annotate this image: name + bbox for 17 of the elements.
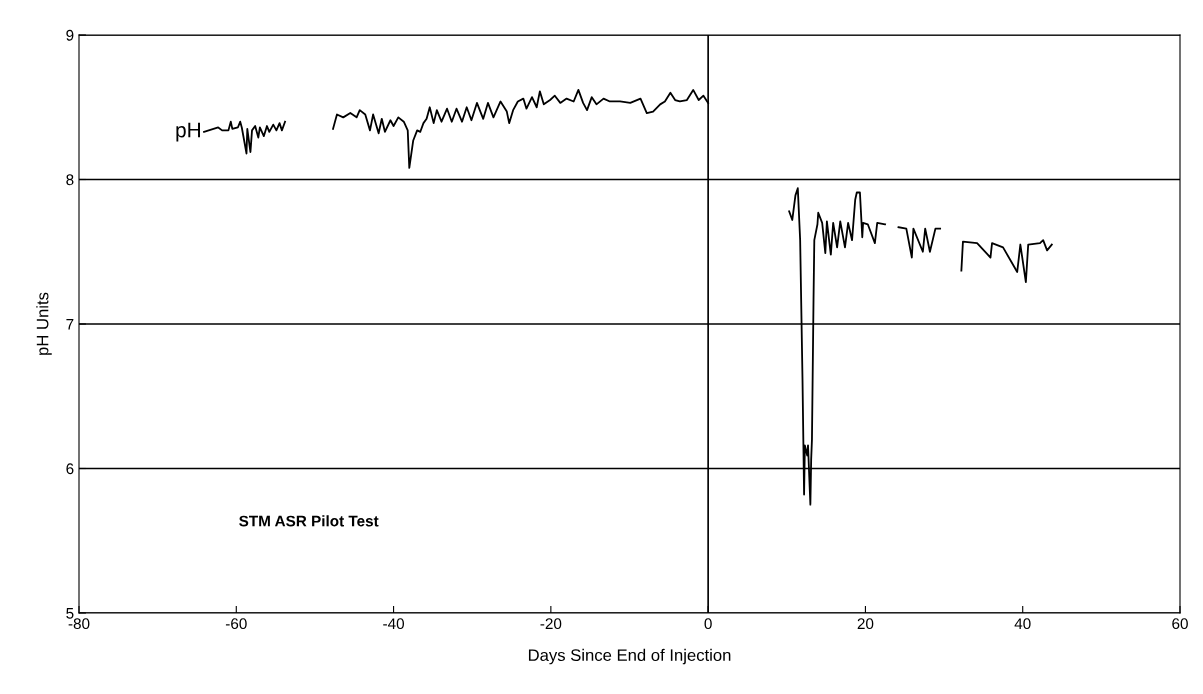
x-tick-label: -80 [68, 618, 90, 630]
x-tick-label: 20 [857, 618, 874, 630]
x-axis-title: Days Since End of Injection [528, 648, 731, 665]
x-tick-label: -60 [225, 618, 247, 630]
x-tick-label: 0 [704, 618, 712, 630]
y-axis-title: pH Units [36, 292, 52, 355]
x-tick-label: -40 [383, 618, 405, 630]
y-tick-label: 9 [66, 29, 74, 41]
x-tick-label: -20 [540, 618, 562, 630]
x-tick-label: 60 [1172, 618, 1188, 630]
annotation: STM ASR Pilot Test [239, 515, 379, 527]
y-tick-label: 8 [66, 174, 74, 186]
y-tick-label: 6 [66, 463, 74, 475]
series-label: pH [176, 122, 200, 142]
y-tick-label: 5 [66, 608, 74, 619]
y-tick-label: 7 [66, 319, 74, 330]
x-tick-label: 40 [1014, 618, 1031, 630]
